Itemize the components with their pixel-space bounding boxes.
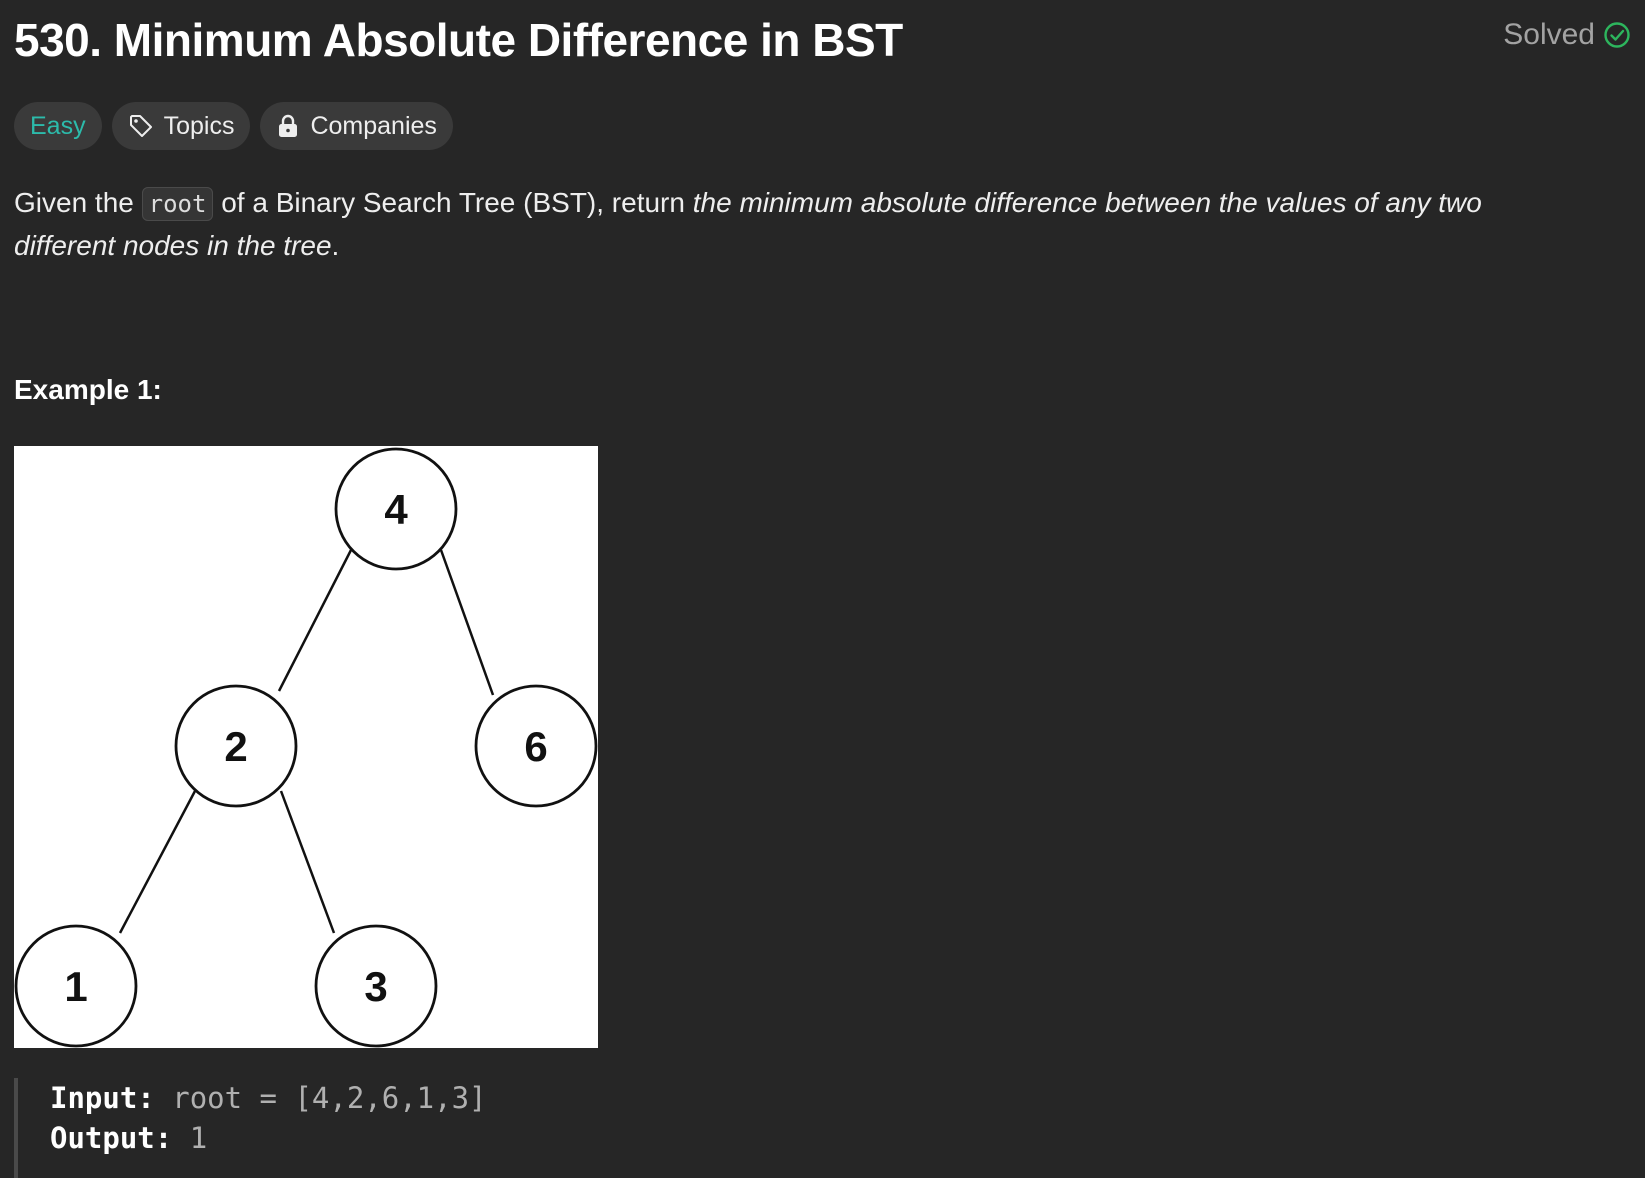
tree-edge-2-1 [118, 790, 197, 934]
difficulty-label: Easy [30, 111, 86, 140]
example-title: Example 1: [14, 374, 162, 405]
input-value: root = [4,2,6,1,3] [172, 1081, 487, 1115]
check-circle-icon [1603, 21, 1631, 49]
description-emphasis: the minimum absolute difference between … [14, 187, 1482, 261]
output-value: 1 [189, 1121, 208, 1155]
inline-code-root: root [141, 187, 214, 221]
topics-label: Topics [163, 111, 235, 140]
difficulty-badge[interactable]: Easy [14, 102, 102, 150]
problem-title: 530. Minimum Absolute Difference in BST [14, 14, 903, 66]
topics-button[interactable]: Topics [111, 102, 251, 150]
tree-node-6-circle [474, 684, 598, 808]
companies-button[interactable]: Companies [260, 102, 453, 150]
description-text-2: of a Binary Search Tree (BST), return [213, 187, 693, 218]
tree-node-2-circle [174, 684, 298, 808]
tree-node-4-label: 4 [384, 486, 408, 533]
tree-node-6-label: 6 [524, 723, 547, 770]
description-text-1: Given the [14, 187, 142, 218]
tree-edge-4-6 [439, 549, 495, 696]
example-tree-image: 4 2 6 1 3 [14, 446, 598, 1048]
tree-node-3-circle [314, 924, 438, 1048]
solved-label: Solved [1503, 18, 1595, 51]
companies-label: Companies [310, 111, 437, 140]
problem-description: Given the root of a Binary Search Tree (… [14, 182, 1574, 267]
tag-row: Easy Topics Companies [14, 102, 453, 150]
tree-node-1-circle [14, 924, 138, 1048]
tag-icon [128, 113, 154, 139]
tree-edge-4-2 [277, 549, 353, 692]
tree-node-4-circle [334, 447, 458, 571]
output-line: Output: 1 [50, 1118, 950, 1158]
example-io-block: Input: root = [4,2,6,1,3] Output: 1 [14, 1078, 950, 1178]
tree-node-3-label: 3 [364, 963, 387, 1010]
solved-status: Solved [1503, 18, 1631, 52]
description-text-end: . [331, 230, 340, 261]
tree-edge-2-3 [279, 790, 336, 934]
lock-icon [276, 113, 300, 139]
tree-node-1-label: 1 [64, 963, 87, 1010]
output-label: Output: [50, 1121, 173, 1155]
input-line: Input: root = [4,2,6,1,3] [50, 1078, 950, 1118]
tree-node-2-label: 2 [224, 723, 247, 770]
input-label: Input: [50, 1081, 155, 1115]
